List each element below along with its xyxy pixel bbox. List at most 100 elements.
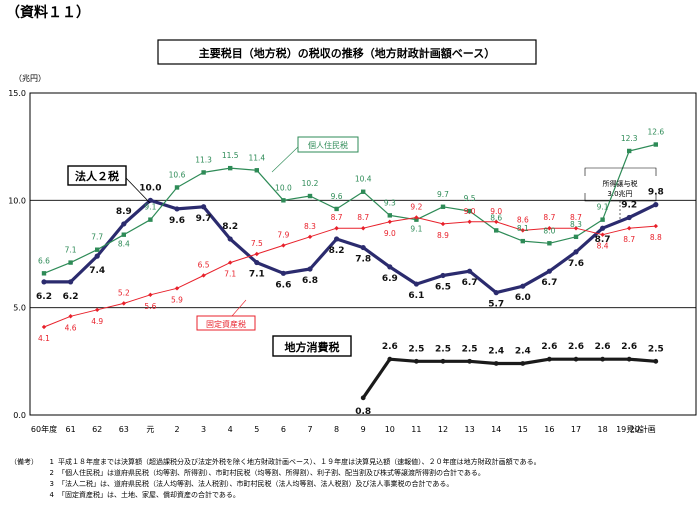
data-label: 5.7 [488,300,504,310]
notes-label: （備考） [10,458,38,466]
data-label: 8.9 [116,207,132,217]
data-point [520,228,525,233]
data-point [520,283,526,289]
y-tick-label: 5.0 [13,304,26,313]
data-point [653,202,659,208]
data-point [653,223,658,229]
data-label: 5.9 [171,295,183,304]
data-label: 2.4 [488,346,504,356]
data-point [307,193,313,199]
data-label: 11.4 [248,153,265,162]
data-point [334,236,340,242]
data-point [360,244,366,251]
data-label: 6.7 [462,278,478,288]
x-tick-label: 62 [92,425,102,434]
data-point [387,219,392,224]
data-label: 8.3 [570,220,582,229]
data-label: 2.5 [435,344,451,354]
x-tick-label: 11 [411,425,421,434]
data-label: 7.7 [91,233,103,242]
data-point [413,281,419,287]
x-tick-label: 18 [598,425,608,434]
x-tick-labels: 60年度 61 62 63 元 2 3 4 5 6 7 8 9 10 11 12 13 14 15 16 17 18 19見… [31,424,656,434]
data-point [121,301,126,306]
data-label: 7.5 [251,239,263,248]
data-point [174,286,180,291]
data-point [41,324,47,330]
x-tick-label: 60年度 [31,424,57,434]
data-label: 8.0 [543,226,555,235]
x-tick-label: 2 [174,425,179,434]
y-axis-unit-label: （兆円） [14,73,46,83]
data-label: 8.8 [650,233,662,242]
data-label: 7.9 [277,230,289,239]
note-row-3: 3 「法人二税」は、道府県民税（法人均等割、法人税割）、市町村民税（法人均等割、… [10,479,696,490]
data-label: 4.9 [91,317,103,326]
data-label: 8.7 [357,213,369,222]
data-label: 4.6 [65,323,77,332]
data-point [254,168,259,173]
data-point [440,204,446,209]
data-label: 7.6 [568,259,584,269]
data-point [467,219,472,224]
legend-label-individual: 個人住民税 [308,140,348,150]
data-label: 7.1 [249,270,265,280]
data-label: 2.5 [648,344,664,354]
data-point [201,170,206,175]
x-tick-label: 14 [491,425,501,434]
data-label: 6.5 [435,282,451,292]
data-label: 6.8 [302,276,318,286]
data-label: 9.7 [437,190,449,199]
data-label: 9.1 [144,203,156,212]
data-label: 11.3 [195,155,212,164]
data-point [280,270,286,276]
data-label: 10.6 [169,170,186,179]
data-point [121,221,127,227]
data-label: 8.2 [222,222,238,232]
notes-section: （備考） 1 平成１８年度までは決算額（超過課税分及び法定外税を除く地方財政計画… [10,457,696,501]
note-number: 3 [49,480,54,488]
data-point [387,264,393,270]
data-point [600,225,606,231]
data-label: 11.5 [222,151,239,160]
data-label: 5.6 [144,302,156,311]
y-tick-labels: 0.0 5.0 10.0 15.0 [8,89,26,420]
data-point [68,314,73,319]
data-point [360,395,366,401]
data-label: 2.6 [595,342,611,352]
note-number: 4 [49,491,54,499]
data-point [254,251,259,257]
data-point [414,215,419,220]
note-text: 「法人二税」は、道府県民税（法人均等割、法人税割）、市町村民税（法人均等割、法人… [58,480,454,488]
y-tick-label: 10.0 [8,196,26,205]
data-label: 8.7 [595,235,611,245]
data-point [467,358,472,364]
chart-title-box [157,39,537,65]
data-point [600,232,605,237]
data-point [600,217,605,222]
data-label: 10.4 [355,175,372,184]
data-label: 10.0 [275,183,292,192]
data-point [281,198,286,203]
data-label: 2.5 [408,344,424,354]
data-point [440,358,446,364]
data-point [148,292,153,297]
data-point [227,236,233,242]
data-label: 9.6 [331,192,343,201]
data-label: 7.4 [89,266,105,276]
x-tick-label: 13 [465,425,475,434]
data-label: 9.5 [464,194,476,203]
x-tick-label: 15 [518,425,528,434]
data-label: 12.6 [647,128,664,137]
legend-label-consumption: 地方消費税 [285,340,340,354]
data-label: 9.2 [410,203,422,212]
data-point [547,226,552,231]
series-line [43,143,656,274]
note-row-1: （備考） 1 平成１８年度までは決算額（超過課税分及び法定外税を除く地方財政計画… [10,457,696,468]
data-label: 6.1 [408,291,424,301]
data-point [174,185,180,190]
x-tick-label: 12 [438,425,448,434]
data-label: 2.4 [515,346,531,356]
data-label: 6.6 [275,280,291,290]
data-point [600,356,605,362]
